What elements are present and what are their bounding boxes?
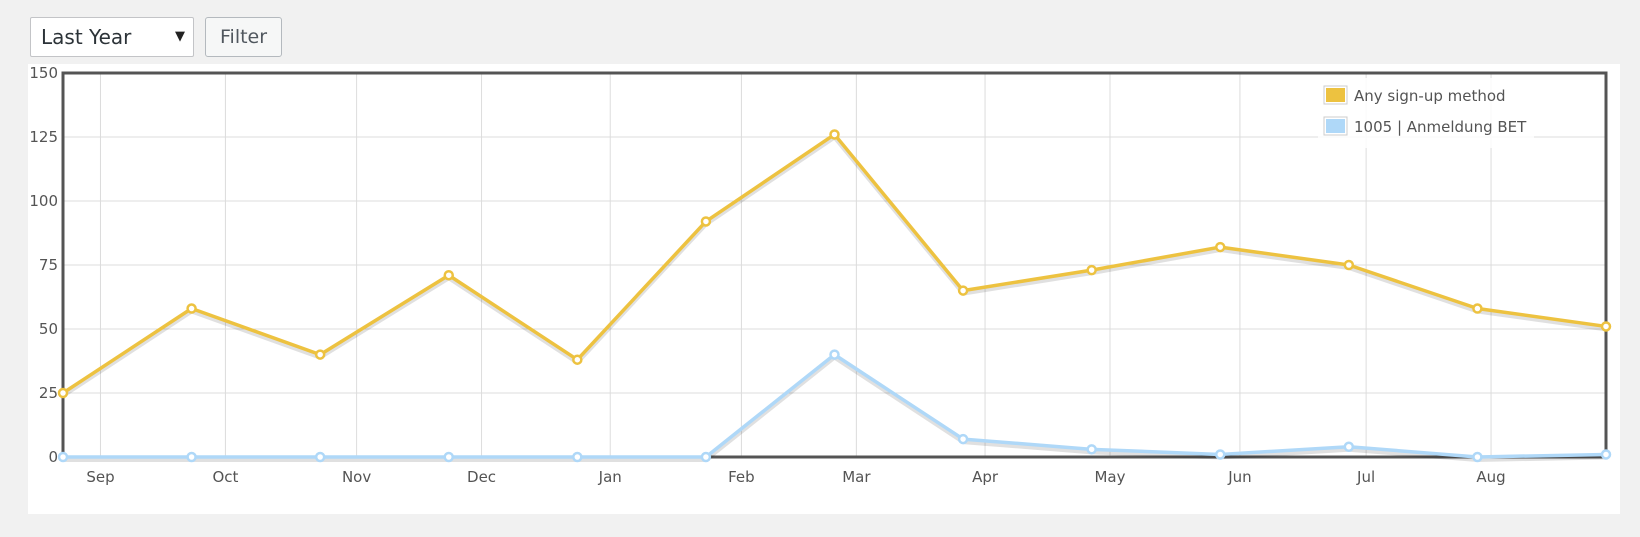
- y-tick-label: 25: [39, 384, 58, 402]
- x-tick-label: Nov: [342, 468, 371, 486]
- data-point-series-1: [1215, 241, 1226, 253]
- chart-container: 0 25 50 75 100 125 150 Sep Oct Nov Dec Jan Feb Mar Apr…: [28, 64, 1620, 514]
- data-point-series-1: [186, 303, 197, 314]
- data-point-series-2: [443, 451, 454, 463]
- data-point-series-2: [957, 433, 969, 445]
- data-point-series-1: [314, 349, 326, 360]
- data-point-series-2: [186, 451, 197, 463]
- x-tick-label: Jan: [598, 468, 622, 486]
- data-point-series-1: [829, 129, 840, 140]
- date-range-selected: Last Year: [41, 25, 132, 49]
- y-tick-label: 0: [48, 448, 58, 466]
- data-point-series-1: [57, 387, 69, 399]
- data-point-series-2: [314, 451, 326, 463]
- x-tick-label: Mar: [842, 468, 871, 486]
- legend-swatch: [1326, 119, 1345, 133]
- x-tick-label: Jul: [1356, 468, 1375, 486]
- data-point-series-2: [57, 451, 69, 463]
- data-point-series-2: [1472, 451, 1483, 463]
- y-tick-label: 150: [29, 64, 58, 82]
- data-point-series-1: [443, 269, 454, 281]
- data-point-series-1: [1472, 303, 1483, 314]
- data-point-series-2: [1600, 449, 1612, 460]
- date-range-select[interactable]: Last Year ▼: [30, 17, 194, 57]
- data-point-series-2: [829, 349, 840, 360]
- data-point-series-1: [957, 285, 969, 296]
- chart-controls: Last Year ▼ Filter: [30, 17, 283, 57]
- data-point-series-2: [1343, 441, 1355, 453]
- chevron-down-icon: ▼: [175, 29, 185, 44]
- y-tick-label: 50: [39, 320, 58, 338]
- legend-swatch: [1326, 88, 1345, 102]
- x-tick-label: May: [1094, 468, 1125, 486]
- data-point-series-2: [1086, 444, 1097, 455]
- x-tick-label: Dec: [467, 468, 496, 486]
- data-point-series-2: [1215, 449, 1226, 460]
- legend-label: 1005 | Anmeldung BET: [1354, 118, 1527, 136]
- data-point-series-1: [1086, 264, 1097, 276]
- series-line-2: [63, 352, 1607, 459]
- line-chart: 0 25 50 75 100 125 150 Sep Oct Nov Dec Jan Feb Mar Apr…: [29, 64, 1612, 486]
- series-shadow: [63, 355, 1607, 462]
- data-point-series-2: [700, 451, 712, 463]
- legend-background: [1318, 78, 1534, 148]
- data-point-series-1: [1600, 321, 1612, 332]
- x-tick-label: Feb: [728, 468, 755, 486]
- data-point-series-1: [1343, 259, 1355, 271]
- y-tick-label: 125: [29, 128, 58, 146]
- y-tick-label: 75: [39, 256, 58, 274]
- plot-border: [61, 71, 1608, 459]
- x-tick-label: Aug: [1476, 468, 1505, 486]
- x-tick-label: Apr: [972, 468, 999, 486]
- filter-button[interactable]: Filter: [205, 17, 283, 57]
- y-tick-label: 100: [29, 192, 58, 210]
- x-tick-label: Jun: [1227, 468, 1251, 486]
- x-tick-label: Sep: [86, 468, 114, 486]
- data-point-series-1: [572, 354, 583, 365]
- data-point-series-2: [572, 451, 583, 463]
- data-point-series-1: [700, 216, 712, 227]
- legend-label: Any sign-up method: [1354, 87, 1506, 105]
- x-tick-label: Oct: [212, 468, 238, 486]
